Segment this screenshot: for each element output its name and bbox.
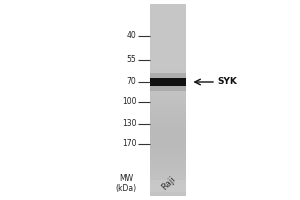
Text: 170: 170 — [122, 140, 136, 148]
Text: 70: 70 — [127, 77, 136, 86]
Text: 40: 40 — [127, 31, 136, 40]
Text: 55: 55 — [127, 55, 136, 64]
Text: 130: 130 — [122, 119, 136, 129]
Bar — [150, 73, 186, 91]
Text: Raji: Raji — [160, 175, 178, 192]
Text: MW
(kDa): MW (kDa) — [116, 174, 136, 193]
Bar — [150, 78, 186, 86]
Bar — [150, 180, 186, 192]
Text: SYK: SYK — [218, 77, 237, 86]
Text: 100: 100 — [122, 98, 136, 106]
